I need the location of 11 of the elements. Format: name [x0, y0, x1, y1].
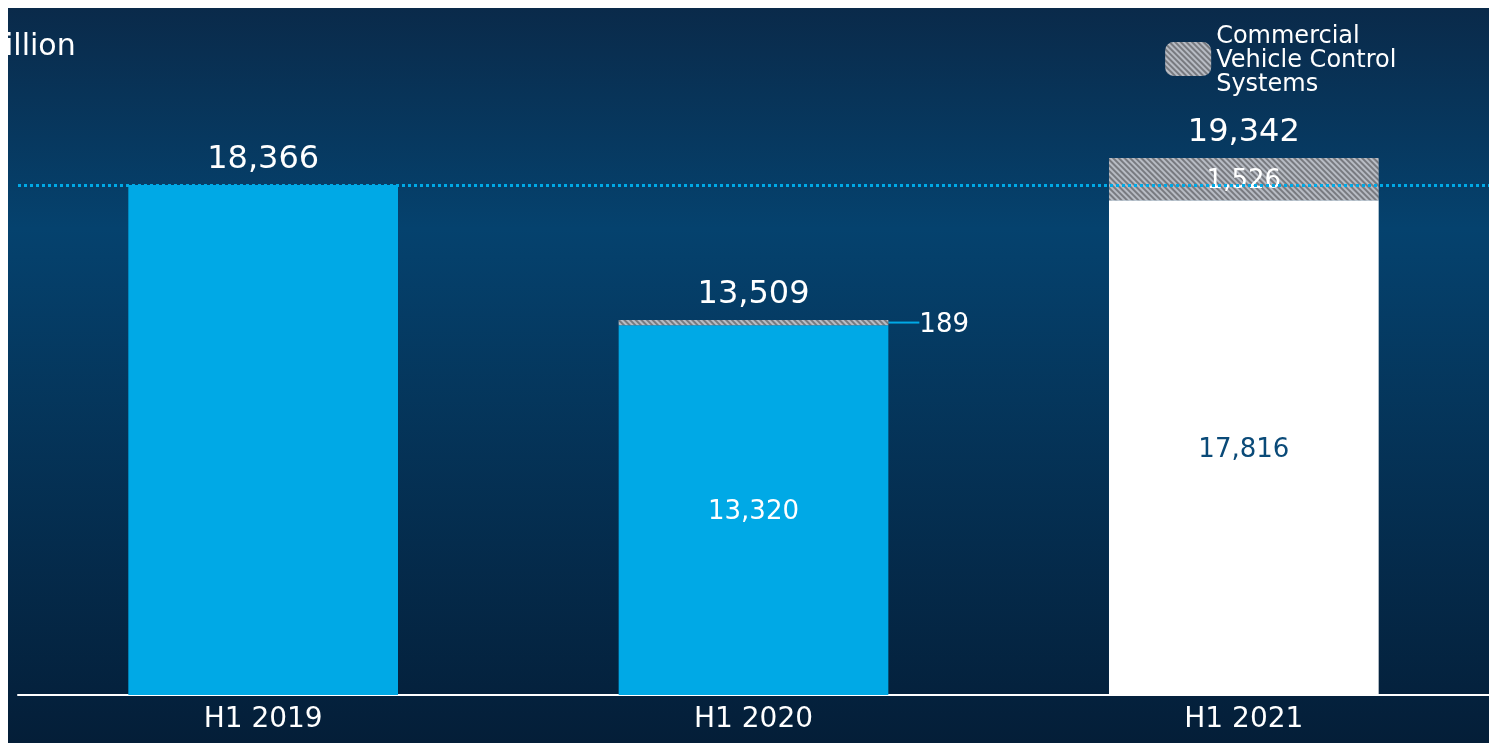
x-tick-label: H1 2021: [1184, 700, 1304, 734]
data-label: 13,320: [708, 495, 799, 526]
chart-title: illion: [5, 26, 76, 62]
x-tick-label: H1 2019: [203, 700, 323, 734]
data-label: 189: [919, 307, 969, 338]
total-label: 18,366: [207, 138, 320, 177]
total-label: 19,342: [1187, 111, 1300, 149]
legend-label: Commercial Vehicle Control Systems: [1216, 21, 1404, 97]
x-tick-label: H1 2020: [693, 700, 814, 734]
data-label: 17,816: [1198, 432, 1290, 463]
total-label: 13,509: [697, 272, 810, 311]
